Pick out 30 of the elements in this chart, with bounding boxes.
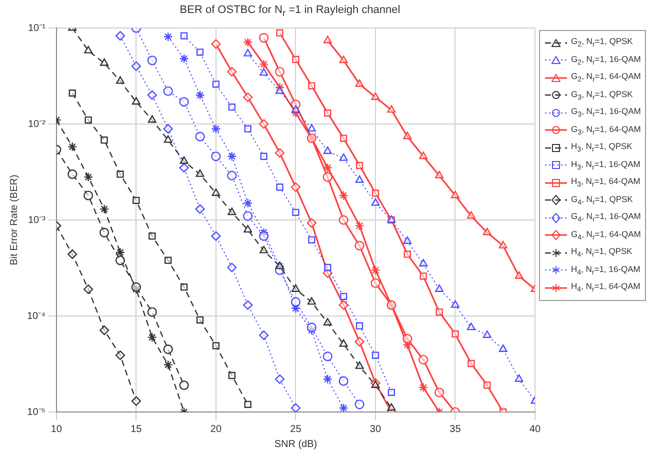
y-tick-label: 10⁻⁴	[27, 310, 46, 322]
y-tick-label: 10⁻²	[28, 118, 46, 130]
legend-label: H$_{3}$, N$_{r}$=1, 64-QAM	[571, 176, 640, 190]
legend-label: G$_{2}$, N$_{r}$=1, 16-QAM	[571, 54, 641, 67]
x-tick-label: 15	[130, 424, 142, 435]
y-tick-label: 10⁻¹	[28, 22, 46, 34]
legend-label: G$_{3}$, N$_{r}$=1, QPSK	[571, 88, 633, 102]
legend-label: H$_{3}$, N$_{r}$=1, QPSK	[571, 141, 632, 154]
legend-label: G$_{4}$, N$_{r}$=1, 16-QAM	[571, 211, 641, 224]
legend-label: G$_{4}$, N$_{r}$=1, 64-QAM	[571, 228, 641, 242]
legend-label: H$_{3}$, N$_{r}$=1, 16-QAM	[571, 158, 640, 172]
legend-label: G$_{4}$, N$_{r}$=1, QPSK	[571, 194, 633, 207]
x-axis-title: SNR (dB)	[274, 438, 318, 450]
legend-label: G$_{3}$, N$_{r}$=1, 64-QAM	[571, 124, 641, 137]
x-tick-label: 30	[370, 424, 382, 435]
x-tick-label: 35	[450, 424, 462, 435]
x-tick-label: 10	[50, 424, 62, 435]
y-tick-label: 10⁻⁵	[27, 406, 46, 418]
chart-title: BER of OSTBC for N$_{r}$ =1 in Rayleigh channel	[178, 4, 402, 18]
x-tick-label: 40	[529, 424, 541, 435]
legend-label: G$_{3}$, N$_{r}$=1, 16-QAM	[571, 106, 641, 120]
legend-label: G$_{2}$, N$_{r}$=1, 64-QAM	[571, 71, 641, 84]
y-axis-title: Bit Error Rate (BER)	[8, 174, 20, 266]
y-tick-label: 10⁻³	[28, 214, 46, 226]
x-tick-label: 25	[290, 424, 302, 435]
legend-label: H$_{4}$, N$_{r}$=1, 16-QAM	[571, 264, 640, 277]
legend-label: H$_{4}$, N$_{r}$=1, 64-QAM	[571, 281, 640, 294]
legend-label: H$_{4}$, N$_{r}$=1, QPSK	[571, 246, 632, 260]
x-tick-label: 20	[210, 424, 222, 435]
legend-label: G$_{2}$, N$_{r}$=1, QPSK	[571, 36, 633, 50]
